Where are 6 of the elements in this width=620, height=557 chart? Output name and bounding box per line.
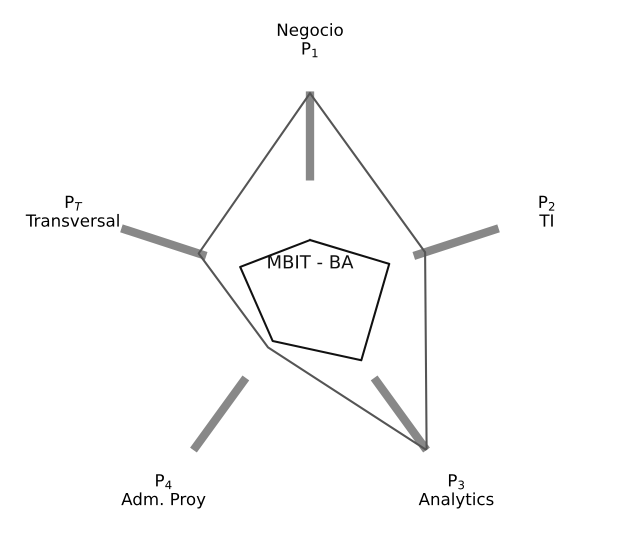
spoke-label: Negocio P$_{1}$ (278, 23, 343, 58)
spoke-label: P$_{T}$ Transversal (26, 196, 119, 227)
spoke-label: P$_{2}$ TI (539, 196, 554, 227)
spoke-label: P$_{3}$ Analytics (418, 474, 494, 509)
spoke-label: P$_{4}$ Adm. Proy (121, 474, 206, 509)
series-label: MBIT - BA (268, 255, 354, 268)
